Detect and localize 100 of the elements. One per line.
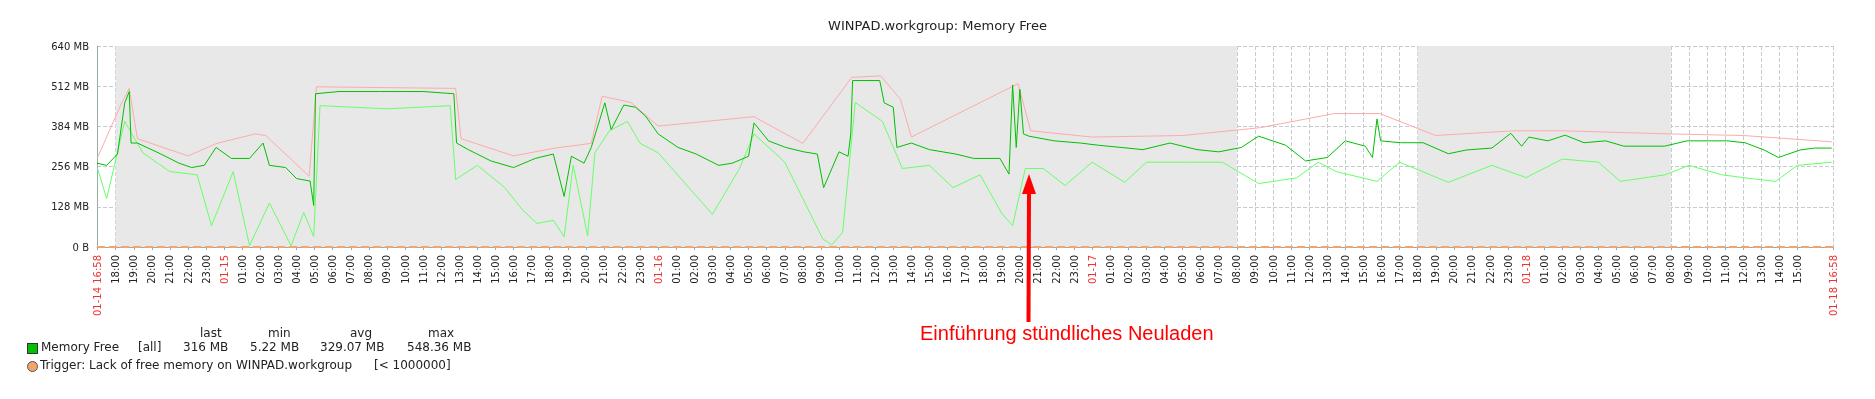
x-tick-label: 18:00: [1412, 255, 1424, 284]
x-tick-label: 05:00: [743, 255, 755, 284]
x-tick-label: 16:00: [1376, 255, 1388, 284]
x-tick-label: 09:00: [1683, 255, 1695, 284]
x-tick-label: 14:00: [905, 255, 917, 284]
legend-label: Trigger: Lack of free memory on WINPAD.workgroup: [40, 358, 353, 372]
x-tick-label: 18:00: [978, 255, 990, 284]
x-tick-label: 13:00: [1755, 255, 1767, 284]
x-tick-label: 22:00: [1050, 255, 1062, 284]
x-tick-label: 01:00: [670, 255, 682, 284]
x-tick-label: 13:00: [887, 255, 899, 284]
text: min: [268, 326, 291, 340]
x-tick-label: 07:00: [1213, 255, 1225, 284]
x-tick-label: 07:00: [1647, 255, 1659, 284]
x-tick-label: 23:00: [634, 255, 646, 284]
x-tick-label: 10:00: [1267, 255, 1279, 284]
x-tick-label: 14:00: [1773, 255, 1785, 284]
x-tick-label: 19:00: [996, 255, 1008, 284]
x-tick-label: 08:00: [363, 255, 375, 284]
x-tick-label: 21:00: [1466, 255, 1478, 284]
x-tick-label: 02:00: [1122, 255, 1134, 284]
x-tick-label: 13:00: [1321, 255, 1333, 284]
x-tick-label: 15:00: [1357, 255, 1369, 284]
x-tick-label: 21:00: [1032, 255, 1044, 284]
x-tick-label: 05:00: [1177, 255, 1189, 284]
x-tick-label: 10:00: [399, 255, 411, 284]
x-tick-label: 20:00: [1014, 255, 1026, 284]
x-tick-label: 03:00: [706, 255, 718, 284]
x-tick-label: 09:00: [815, 255, 827, 284]
x-tick-label: 17:00: [1394, 255, 1406, 284]
x-tick-label: 08:00: [797, 255, 809, 284]
x-tick-label: 11:00: [417, 255, 429, 284]
x-tick-label: 14:00: [471, 255, 483, 284]
x-tick-label: 19:00: [128, 255, 140, 284]
x-tick-label: 05:00: [1611, 255, 1623, 284]
x-tick-label: 15:00: [489, 255, 501, 284]
x-tick-label: 01-15: [218, 255, 230, 285]
x-tick-label: 14:00: [1339, 255, 1351, 284]
x-tick-label: 01-18 16:58: [1827, 255, 1839, 317]
x-tick-label: 12:00: [435, 255, 447, 284]
text: 329.07 MB: [320, 340, 385, 354]
x-tick-label: 23:00: [1068, 255, 1080, 284]
x-tick-label: 20:00: [146, 255, 158, 284]
text: [all]: [138, 340, 162, 354]
x-tick-label: 11:00: [1285, 255, 1297, 284]
y-tick-label: 0 B: [72, 241, 90, 253]
x-tick-label: 06:00: [761, 255, 773, 284]
x-tick-label: 04:00: [291, 255, 303, 284]
x-tick-label: 08:00: [1231, 255, 1243, 284]
x-tick-label: 01-14 16:58: [91, 255, 103, 317]
x-tick-label: 18:00: [544, 255, 556, 284]
x-tick-label: 04:00: [1593, 255, 1605, 284]
x-tick-label: 15:00: [923, 255, 935, 284]
x-tick-label: 19:00: [1430, 255, 1442, 284]
x-tick-label: 01-16: [652, 255, 664, 285]
x-tick-label: 09:00: [381, 255, 393, 284]
x-tick-label: 06:00: [1629, 255, 1641, 284]
x-tick-label: 21:00: [164, 255, 176, 284]
x-tick-label: 15:00: [1791, 255, 1803, 284]
x-tick-label: 21:00: [598, 255, 610, 284]
y-tick-label: 512 MB: [51, 80, 90, 92]
x-tick-label: 11:00: [851, 255, 863, 284]
x-tick-label: 17:00: [960, 255, 972, 284]
x-tick-label: 01:00: [1538, 255, 1550, 284]
x-tick-label: 22:00: [182, 255, 194, 284]
x-tick-label: 19:00: [562, 255, 574, 284]
x-tick-label: 07:00: [345, 255, 357, 284]
x-tick-label: 03:00: [1574, 255, 1586, 284]
x-tick-label: 13:00: [453, 255, 465, 284]
x-tick-label: 06:00: [1195, 255, 1207, 284]
x-tick-label: 08:00: [1665, 255, 1677, 284]
x-tick-label: 16:00: [942, 255, 954, 284]
x-tick-label: 10:00: [833, 255, 845, 284]
x-tick-label: 16:00: [508, 255, 520, 284]
x-tick-label: 18:00: [110, 255, 122, 284]
x-tick-label: 12:00: [1303, 255, 1315, 284]
x-tick-label: 06:00: [327, 255, 339, 284]
text: 5.22 MB: [250, 340, 300, 354]
text: Einführung stündliches Neuladen: [920, 322, 1214, 345]
x-tick-label: 23:00: [200, 255, 212, 284]
y-tick-label: 128 MB: [51, 201, 90, 213]
x-tick-label: 17:00: [526, 255, 538, 284]
text: 316 MB: [183, 340, 229, 354]
x-tick-label: 02:00: [1556, 255, 1568, 284]
x-tick-label: 11:00: [1719, 255, 1731, 284]
y-tick-label: 384 MB: [51, 120, 90, 132]
x-tick-label: 01:00: [1104, 255, 1116, 284]
y-tick-label: 256 MB: [51, 161, 90, 173]
x-tick-label: 04:00: [725, 255, 737, 284]
x-tick-label: 03:00: [1140, 255, 1152, 284]
text: last: [200, 326, 222, 340]
x-tick-label: 20:00: [580, 255, 592, 284]
legend-label: Memory Free: [41, 340, 120, 354]
text: [< 1000000]: [374, 358, 451, 372]
x-tick-label: 01-18: [1520, 255, 1532, 285]
x-tick-label: 12:00: [1737, 255, 1749, 284]
x-tick-label: 23:00: [1502, 255, 1514, 284]
x-tick-label: 07:00: [779, 255, 791, 284]
x-tick-label: 03:00: [272, 255, 284, 284]
x-tick-label: 12:00: [869, 255, 881, 284]
